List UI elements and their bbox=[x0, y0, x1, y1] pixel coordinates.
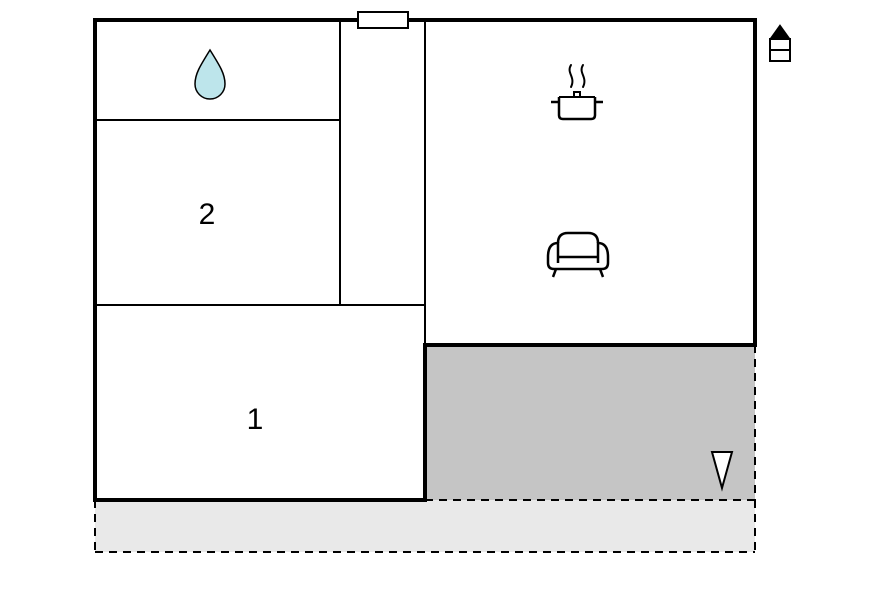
floorplan-svg bbox=[0, 0, 896, 597]
room-1-label: 1 bbox=[247, 403, 264, 437]
room-2-label: 2 bbox=[199, 198, 216, 232]
floorplan-diagram bbox=[0, 0, 896, 597]
